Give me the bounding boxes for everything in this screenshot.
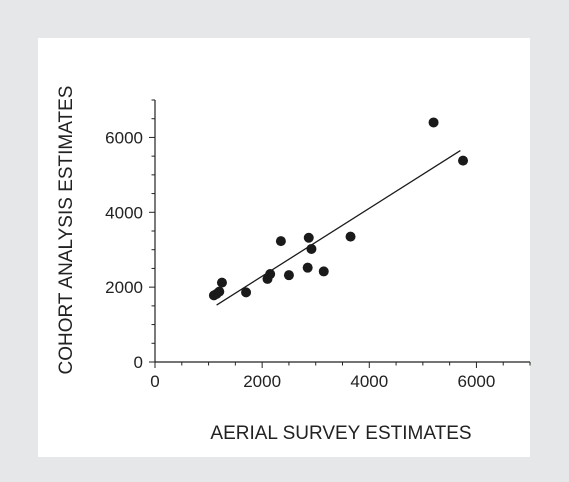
data-point [458,155,469,166]
y-tick-label: 2000 [105,278,143,297]
y-tick-label: 0 [134,353,143,372]
figure-panel [38,38,530,457]
tick-marks [149,99,531,368]
x-tick-label: 6000 [458,372,496,391]
x-tick-label: 0 [150,372,159,391]
data-point [302,262,313,273]
y-tick-label: 4000 [105,203,143,222]
data-point [318,266,329,277]
x-tick-label: 2000 [243,372,281,391]
data-point [241,287,252,298]
data-points [208,117,469,301]
axes [154,100,530,363]
x-tick-labels: 0 2000 4000 6000 [150,372,495,391]
regression-line-layer [216,149,461,306]
y-tick-label: 6000 [105,128,143,147]
data-point [306,243,317,254]
regression-line [216,149,461,306]
x-axis-title: AERIAL SURVEY ESTIMATES [210,423,471,444]
data-point [216,277,227,288]
data-point [428,117,439,128]
y-tick-labels: 0 2000 4000 6000 [105,128,143,372]
data-point [214,286,225,297]
y-axis-title: COHORT ANALYSIS ESTIMATES [56,86,77,375]
data-point [275,236,286,247]
data-point [345,231,356,242]
data-point [265,269,276,280]
data-point [283,270,294,281]
x-tick-label: 4000 [350,372,388,391]
data-point [303,232,314,243]
